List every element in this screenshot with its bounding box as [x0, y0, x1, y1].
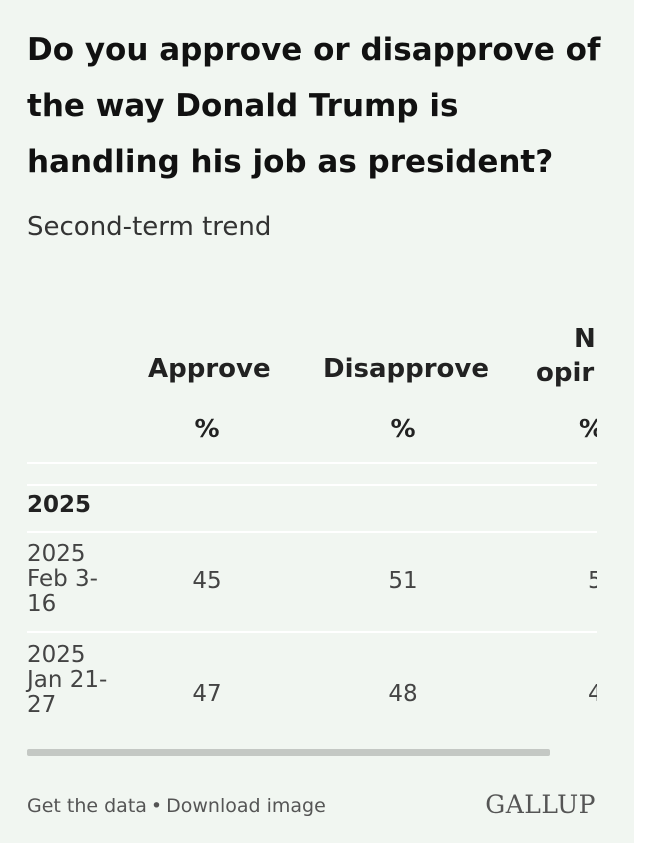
cell-approve: 47 — [192, 681, 222, 707]
cell-disapprove: 51 — [388, 568, 418, 594]
footer-separator: • — [150, 795, 163, 817]
cell-no-opinion: 5 — [588, 568, 597, 594]
row-label: 2025 Jan 21-27 — [27, 642, 108, 718]
column-header-no-opinion-line2: opir — [536, 358, 595, 388]
data-table[interactable]: Approve Disapprove N opir % % % 2025 202… — [0, 300, 597, 760]
row-label: 2025 Feb 3-16 — [27, 541, 98, 617]
cell-approve: 45 — [192, 568, 222, 594]
gallup-logo: GALLUP — [485, 790, 596, 819]
chart-card: Do you approve or disapprove of the way … — [0, 0, 634, 843]
column-unit-approve: % — [194, 414, 220, 443]
header-divider — [27, 462, 597, 464]
horizontal-scrollbar[interactable] — [27, 749, 550, 756]
page-title: Do you approve or disapprove of the way … — [27, 32, 601, 180]
footer-links: Get the data • Download image — [27, 795, 326, 817]
download-image-link[interactable]: Download image — [166, 795, 326, 817]
column-header-disapprove: Disapprove — [323, 354, 490, 384]
row-divider — [27, 631, 597, 633]
group-divider-top — [27, 484, 597, 486]
column-unit-disapprove: % — [390, 414, 416, 443]
group-label-2025: 2025 — [27, 492, 92, 518]
page-subtitle: Second-term trend — [27, 212, 272, 242]
group-divider-bottom — [27, 531, 597, 533]
column-unit-no-opinion: % — [579, 414, 597, 443]
column-header-no-opinion-line1: N — [574, 324, 596, 354]
cell-disapprove: 48 — [388, 681, 418, 707]
cell-no-opinion: 4 — [588, 681, 597, 707]
column-header-approve: Approve — [148, 354, 271, 384]
get-data-link[interactable]: Get the data — [27, 795, 147, 817]
